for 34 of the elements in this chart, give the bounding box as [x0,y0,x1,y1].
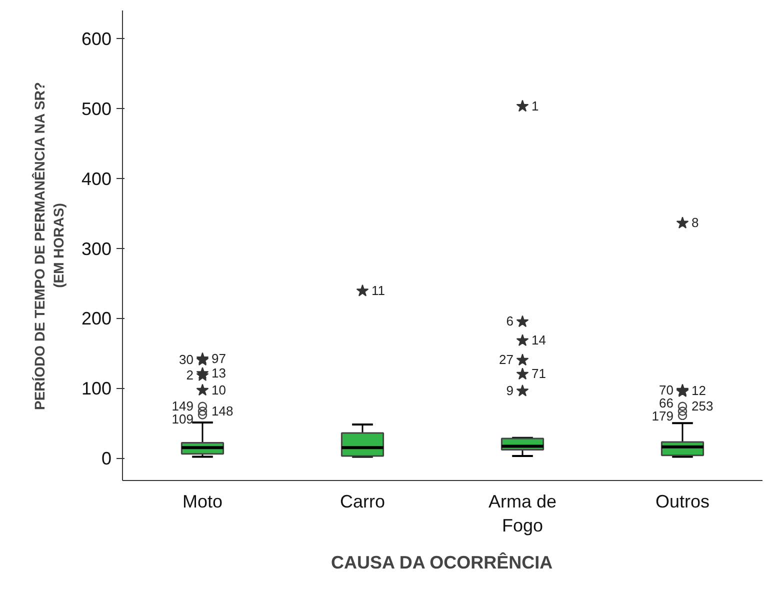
y-tick-label: 300 [81,238,112,259]
annotation: 70 [659,382,674,398]
annotation: 9 [506,382,514,398]
y-tick-label: 500 [81,98,112,119]
x-tick-label: Arma de Fogo [488,492,557,536]
annotation: 149 [172,398,194,414]
annotation: 13 [212,365,226,380]
annotation: 66 [659,395,674,410]
annotation: 27 [499,352,514,368]
x-tick-label: Outros [655,492,710,512]
x-tick-label: Moto [182,492,223,512]
annotation: 71 [532,366,546,382]
annotation: 97 [212,350,226,366]
annotation: 148 [212,403,234,418]
annotation: 253 [692,398,714,414]
annotation: 10 [212,382,226,398]
x-axis-title: CAUSA DA OCORRÊNCIA [331,552,553,572]
y-tick-label: 100 [81,378,112,399]
annotation: 30 [179,352,194,368]
y-axis-title: PERÍODO DE TEMPO DE PERMANÊNCIA NA SR? (EM HORAS) [31,82,66,410]
annotation: 8 [692,215,699,230]
annotation: 1 [532,98,539,114]
annotation: 109 [172,411,194,426]
x-tick-label: Carro [340,492,386,512]
annotation: 14 [532,332,546,348]
y-tick-label: 200 [81,308,112,329]
annotation: 6 [506,314,514,329]
y-tick-label: 0 [101,448,112,469]
annotation: 11 [372,282,385,298]
y-tick-label: 400 [81,168,112,189]
annotation: 2 [186,368,194,383]
y-tick-label: 600 [81,28,112,49]
annotation: 179 [652,408,674,424]
annotation: 12 [692,382,706,398]
